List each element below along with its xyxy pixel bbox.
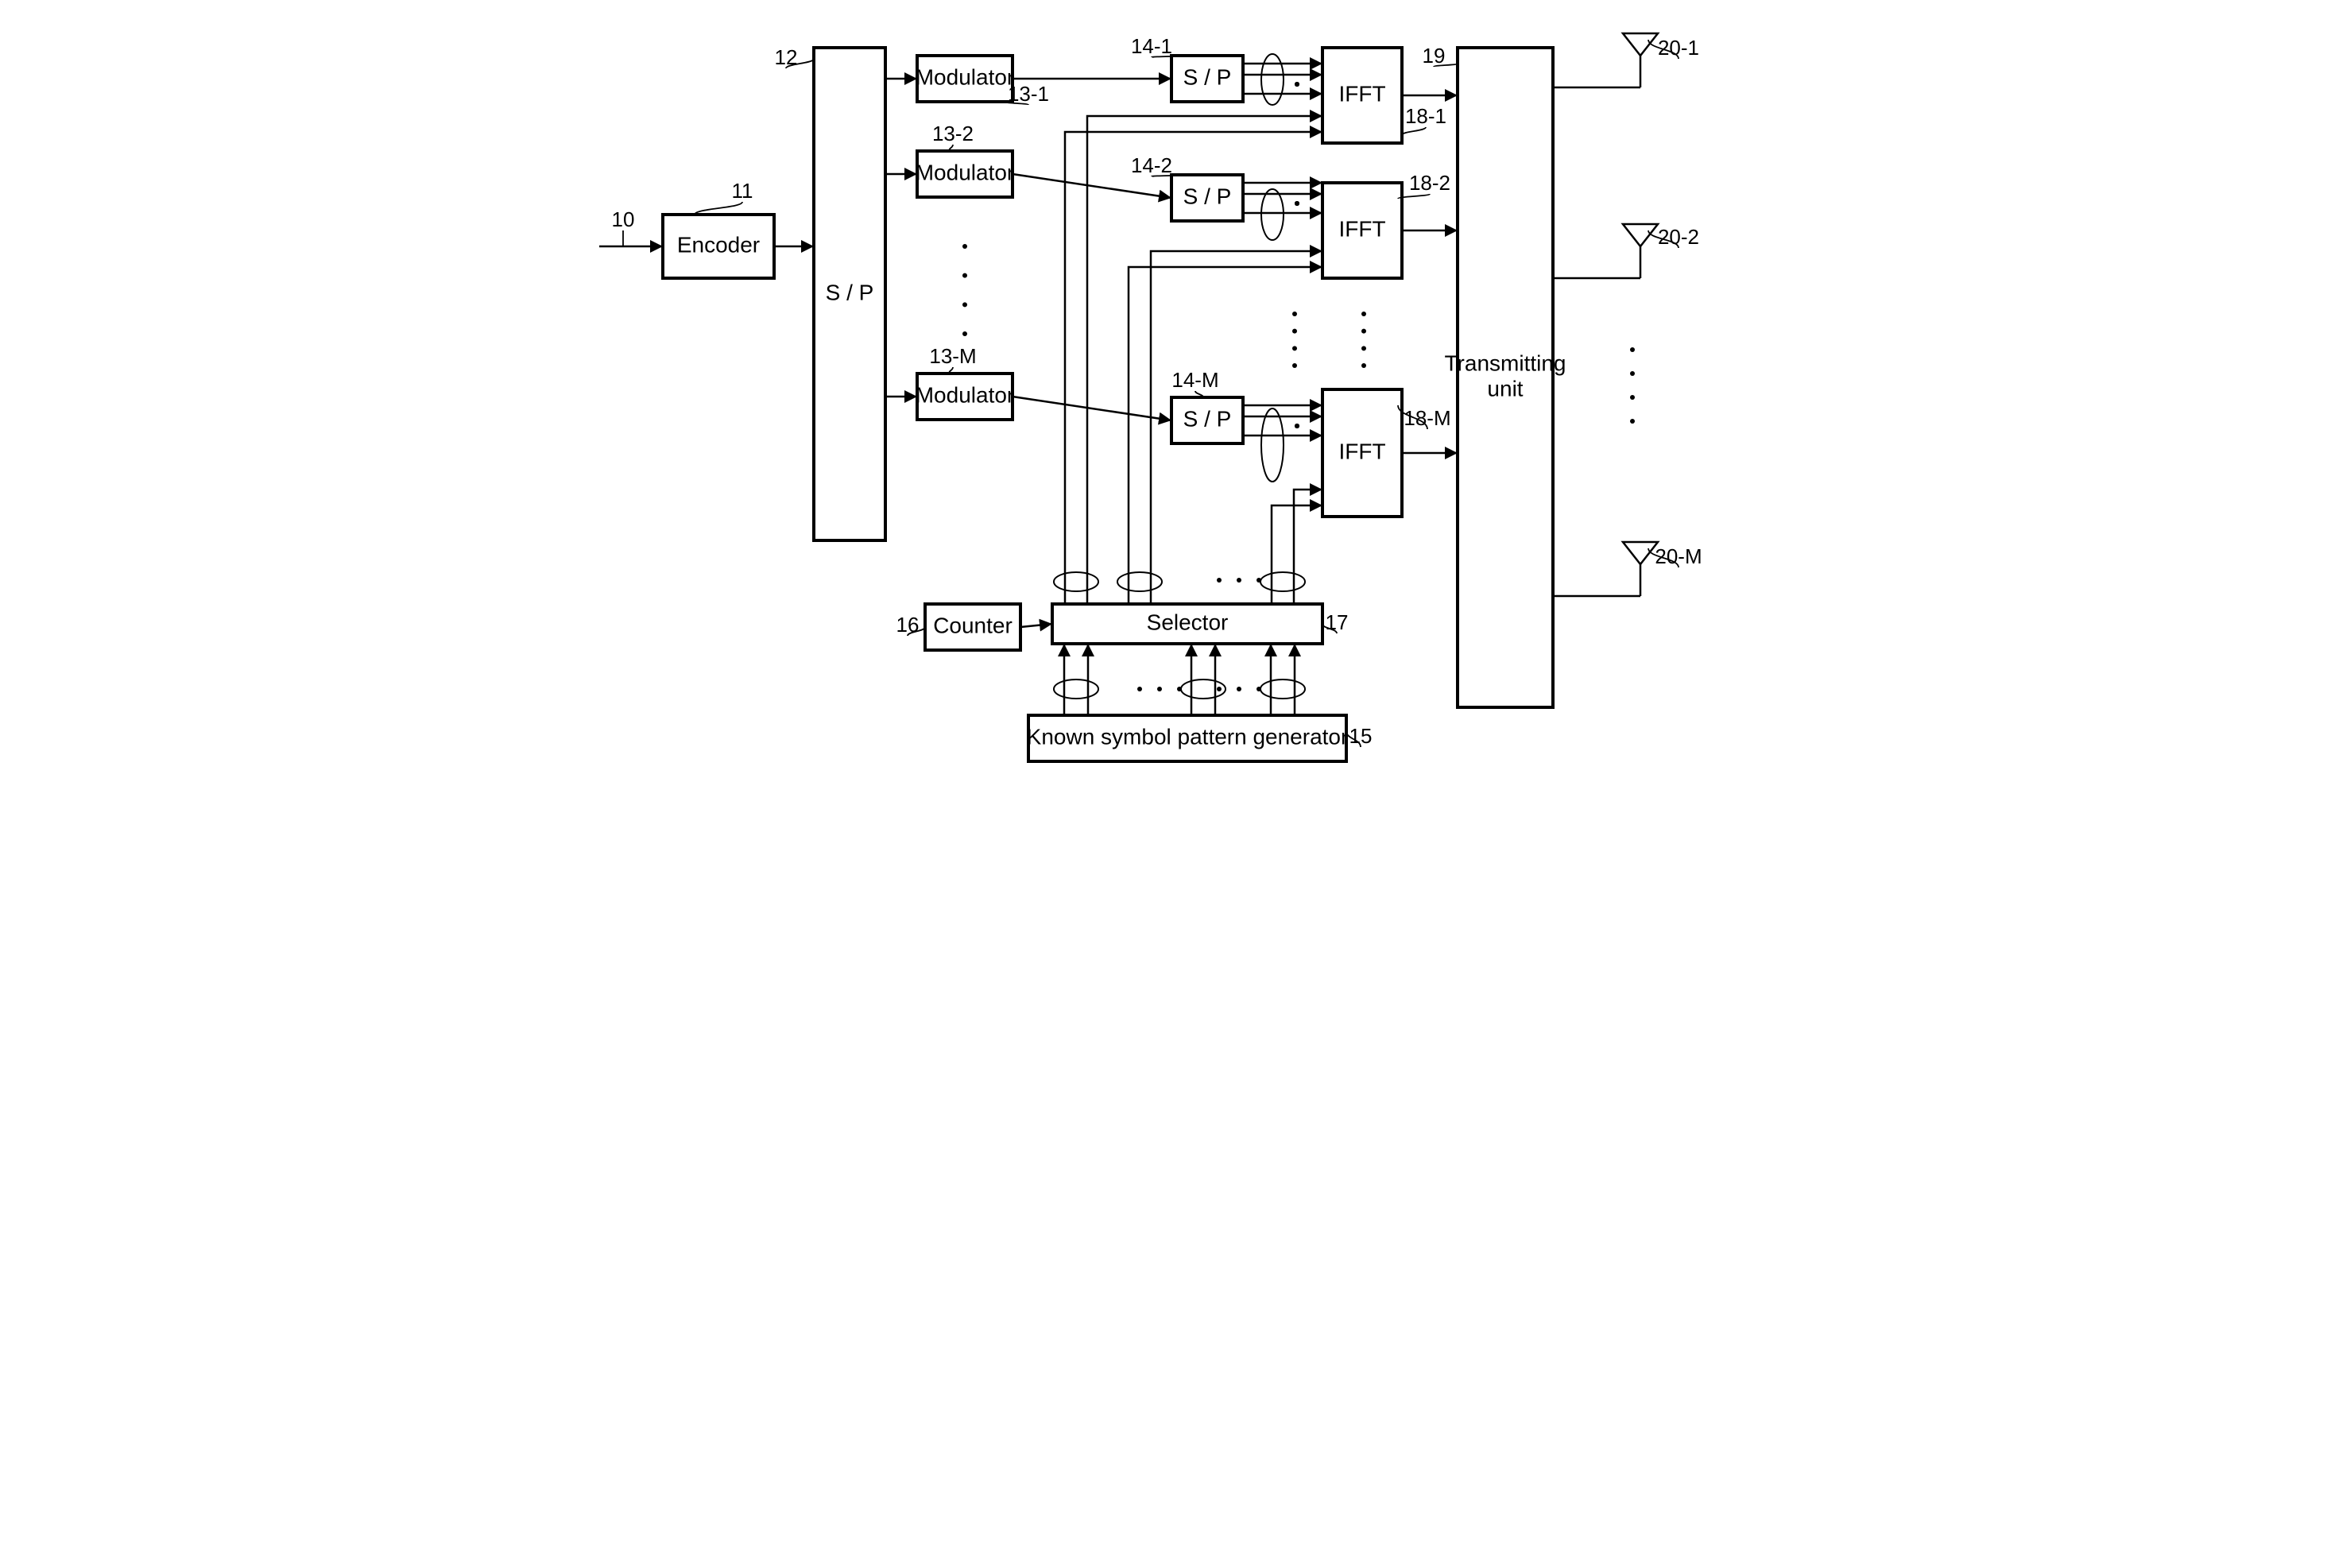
svg-text:Encoder: Encoder	[676, 232, 759, 257]
svg-text:S / P: S / P	[1183, 184, 1231, 208]
svg-text:18-2: 18-2	[1408, 171, 1450, 195]
svg-text:18-1: 18-1	[1404, 104, 1446, 128]
svg-text:14-2: 14-2	[1130, 153, 1171, 177]
svg-text:Modulator: Modulator	[915, 382, 1014, 407]
svg-text:11: 11	[731, 179, 753, 203]
svg-text:S / P: S / P	[825, 280, 873, 304]
svg-text:Modulator: Modulator	[915, 64, 1014, 89]
svg-text:S / P: S / P	[1183, 64, 1231, 89]
svg-text:13-1: 13-1	[1007, 82, 1048, 106]
svg-text:16: 16	[896, 613, 919, 637]
svg-text:S / P: S / P	[1183, 406, 1231, 431]
svg-text:IFFT: IFFT	[1338, 216, 1385, 241]
svg-text:14-1: 14-1	[1130, 34, 1171, 58]
svg-text:Known symbol pattern generator: Known symbol pattern generator	[1026, 724, 1348, 749]
svg-text:Selector: Selector	[1146, 610, 1228, 634]
svg-text:Counter: Counter	[933, 613, 1013, 637]
svg-text:10: 10	[611, 207, 634, 231]
svg-text:IFFT: IFFT	[1338, 439, 1385, 463]
svg-text:Transmitting: Transmitting	[1444, 350, 1566, 375]
svg-text:Modulator: Modulator	[915, 160, 1014, 184]
svg-text:14-M: 14-M	[1171, 368, 1218, 392]
svg-text:12: 12	[774, 45, 797, 69]
svg-text:IFFT: IFFT	[1338, 81, 1385, 106]
svg-text:13-M: 13-M	[929, 344, 976, 368]
svg-text:unit: unit	[1487, 376, 1523, 401]
svg-text:13-2: 13-2	[931, 122, 973, 145]
svg-text:17: 17	[1325, 610, 1348, 634]
svg-text:20-1: 20-1	[1657, 36, 1698, 60]
block-diagram: Encoder S / P Modulator Modulator Modulator S…	[583, 0, 1748, 784]
svg-text:19: 19	[1422, 44, 1445, 68]
svg-text:20-M: 20-M	[1655, 544, 1702, 568]
svg-text:20-2: 20-2	[1657, 225, 1698, 249]
